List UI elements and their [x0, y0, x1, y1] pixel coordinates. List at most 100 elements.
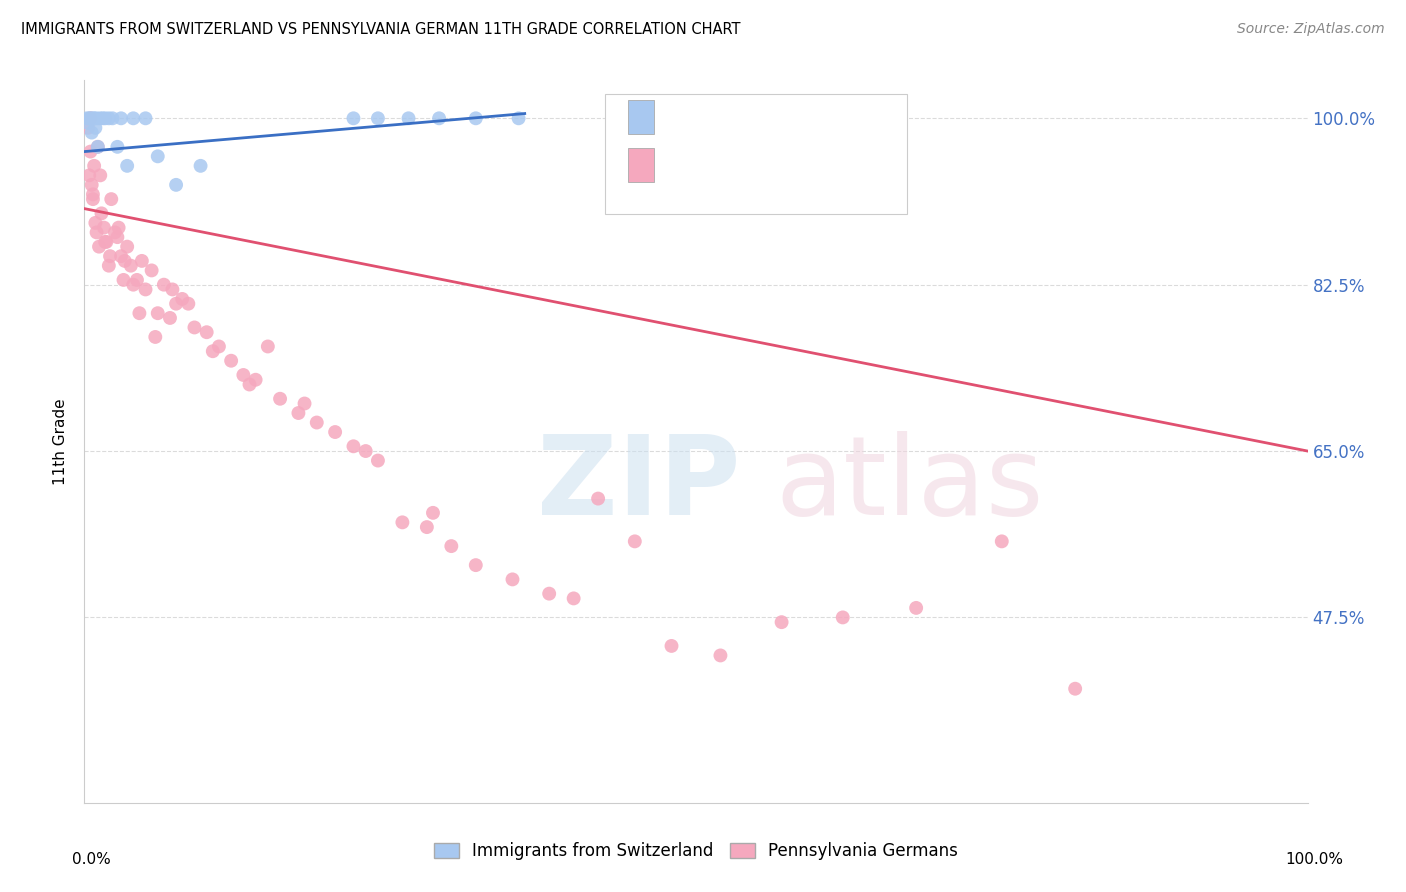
Point: [586, 491, 609, 506]
Point: [98, 249, 121, 263]
Point: [464, 112, 486, 126]
Legend: Immigrants from Switzerland, Pennsylvania Germans: Immigrants from Switzerland, Pennsylvani…: [427, 836, 965, 867]
Point: [153, 277, 176, 292]
Point: [83, 159, 105, 173]
Point: [110, 112, 132, 126]
Point: [342, 439, 364, 453]
Point: [125, 273, 148, 287]
Point: [77, 169, 100, 183]
Point: [391, 516, 413, 530]
Text: Source: ZipAtlas.com: Source: ZipAtlas.com: [1237, 22, 1385, 37]
Point: [502, 573, 524, 587]
Point: [94, 235, 117, 249]
Point: [159, 310, 181, 325]
Point: [146, 149, 169, 163]
Point: [96, 235, 118, 249]
Text: 100.0%: 100.0%: [1285, 852, 1344, 867]
Point: [195, 325, 218, 339]
Point: [538, 587, 561, 601]
Point: [141, 263, 163, 277]
Point: [165, 296, 187, 310]
Point: [1064, 681, 1087, 696]
Point: [84, 120, 107, 135]
Point: [97, 259, 120, 273]
Point: [427, 112, 450, 126]
Point: [93, 220, 115, 235]
Point: [661, 639, 683, 653]
Point: [991, 534, 1014, 549]
Text: 0.0%: 0.0%: [72, 852, 111, 867]
Point: [87, 140, 110, 154]
Point: [104, 226, 127, 240]
Point: [294, 396, 316, 410]
Point: [208, 339, 231, 353]
Point: [76, 112, 98, 126]
Point: [831, 610, 853, 624]
Point: [172, 292, 194, 306]
Text: atlas: atlas: [776, 432, 1045, 539]
Point: [100, 192, 122, 206]
Point: [90, 206, 112, 220]
Point: [105, 230, 128, 244]
Point: [87, 140, 110, 154]
Point: [79, 112, 101, 126]
Point: [342, 112, 364, 126]
Point: [105, 140, 128, 154]
Point: [624, 534, 647, 549]
Point: [269, 392, 291, 406]
Point: [122, 277, 145, 292]
Point: [128, 306, 150, 320]
Point: [135, 282, 157, 296]
Point: [422, 506, 444, 520]
Point: [165, 178, 187, 192]
Point: [770, 615, 793, 630]
Point: [77, 120, 100, 135]
Point: [232, 368, 254, 382]
Point: [80, 178, 103, 192]
Point: [115, 159, 138, 173]
Point: [257, 339, 280, 353]
Point: [82, 112, 104, 126]
Point: [562, 591, 585, 606]
Point: [101, 112, 124, 126]
Point: [287, 406, 309, 420]
Point: [120, 259, 142, 273]
Point: [183, 320, 205, 334]
Text: IMMIGRANTS FROM SWITZERLAND VS PENNSYLVANIA GERMAN 11TH GRADE CORRELATION CHART: IMMIGRANTS FROM SWITZERLAND VS PENNSYLVA…: [21, 22, 741, 37]
Point: [219, 353, 242, 368]
Point: [354, 444, 377, 458]
Point: [146, 306, 169, 320]
Point: [177, 296, 200, 310]
Text: ZIP: ZIP: [537, 432, 741, 539]
Point: [115, 240, 138, 254]
Point: [114, 253, 136, 268]
Point: [79, 112, 101, 126]
Point: [82, 187, 104, 202]
Point: [97, 112, 120, 126]
Point: [245, 373, 267, 387]
Point: [122, 112, 145, 126]
Point: [79, 145, 101, 159]
Text: R = -0.210   N = 77: R = -0.210 N = 77: [665, 156, 842, 174]
Point: [508, 112, 530, 126]
Point: [238, 377, 260, 392]
Point: [77, 116, 100, 130]
Point: [367, 112, 389, 126]
Point: [143, 330, 166, 344]
Point: [82, 192, 104, 206]
Point: [83, 112, 105, 126]
Point: [201, 344, 224, 359]
Point: [80, 126, 103, 140]
Point: [135, 112, 157, 126]
Point: [87, 240, 110, 254]
Point: [112, 273, 135, 287]
Point: [131, 253, 153, 268]
Point: [110, 249, 132, 263]
Y-axis label: 11th Grade: 11th Grade: [53, 398, 69, 485]
Point: [89, 169, 111, 183]
Point: [305, 416, 328, 430]
Point: [84, 216, 107, 230]
Point: [94, 112, 117, 126]
Point: [107, 220, 129, 235]
Point: [91, 112, 114, 126]
